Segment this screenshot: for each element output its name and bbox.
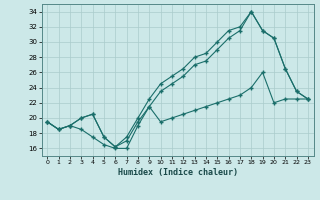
X-axis label: Humidex (Indice chaleur): Humidex (Indice chaleur) [118,168,237,177]
